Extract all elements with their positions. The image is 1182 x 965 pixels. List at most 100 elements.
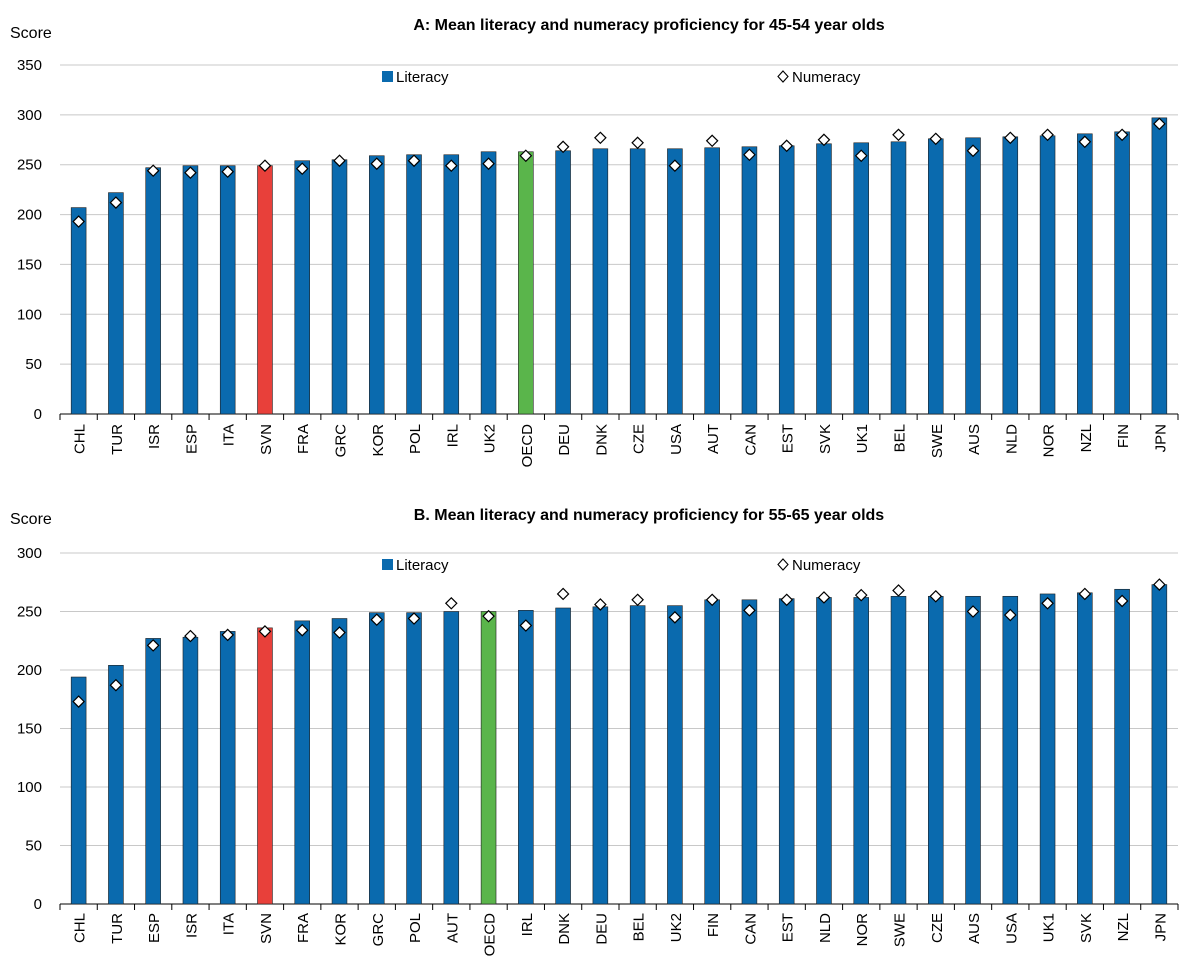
x-tick-label: BEL: [631, 913, 648, 941]
bar-swe: [890, 595, 907, 905]
legend: Literacy Numeracy: [382, 69, 861, 86]
marker-esp: [146, 639, 160, 652]
bar-bel: [890, 141, 907, 415]
marker-svk: [1078, 587, 1092, 601]
marker-uk1: [854, 149, 868, 163]
marker-dnk: [556, 587, 570, 601]
marker-fin: [1115, 128, 1129, 142]
x-tick-label: AUS: [966, 424, 983, 455]
x-tick-label: GRC: [333, 424, 350, 458]
bar-esp: [182, 165, 199, 415]
chart-panel-b: B. Mean literacy and numeracy proficienc…: [10, 507, 1179, 957]
marker-nor: [854, 588, 868, 602]
bar-grc: [369, 612, 385, 905]
bar-bel: [629, 605, 646, 905]
legend-label-numeracy: Numeracy: [792, 557, 861, 574]
x-tick-label: FIN: [1115, 424, 1132, 448]
y-tick-label: 100: [17, 779, 42, 796]
bar-oecd: [518, 151, 534, 415]
legend: Literacy Numeracy: [382, 557, 861, 574]
x-tick-label: DEU: [593, 913, 610, 945]
marker-uk2: [668, 611, 682, 624]
bar-svk: [816, 143, 832, 415]
x-tick-label: OECD: [519, 424, 536, 468]
marker-can: [743, 603, 756, 617]
bar-nzl: [1077, 133, 1093, 415]
marker-oecd: [482, 609, 495, 623]
marker-swe: [929, 132, 943, 146]
x-tick-label: NOR: [1041, 424, 1058, 458]
x-tick-label: ITA: [221, 424, 238, 446]
y-tick-label: 250: [17, 604, 42, 621]
marker-aus: [966, 144, 980, 158]
x-tick-label: ITA: [221, 913, 238, 935]
bar-nld: [1002, 136, 1019, 415]
bar-fra: [294, 160, 310, 415]
bar-isr: [145, 167, 161, 415]
x-tick-label: SVN: [258, 913, 275, 944]
bar-uk1: [853, 142, 869, 415]
bar-irl: [443, 154, 460, 415]
marker-nzl: [1115, 594, 1129, 608]
bar-esp: [145, 638, 161, 905]
bar-est: [778, 145, 795, 415]
x-tick-label: NZL: [1078, 424, 1095, 452]
marker-svk: [817, 133, 831, 147]
bar-nor: [853, 597, 869, 905]
marker-isr: [146, 164, 160, 178]
marker-nld: [817, 591, 831, 604]
marker-jpn: [1153, 117, 1166, 131]
x-tick-label: USA: [1003, 913, 1020, 944]
marker-irl: [444, 159, 458, 173]
x-tick-label: FRA: [295, 913, 312, 943]
bar-jpn: [1151, 117, 1168, 415]
marker-oecd: [519, 149, 533, 163]
x-tick-label: USA: [668, 424, 685, 455]
x-tick-label: CAN: [742, 913, 759, 945]
x-tick-label: CAN: [742, 424, 759, 456]
y-tick-label: 200: [17, 207, 42, 224]
marker-jpn: [1153, 578, 1166, 591]
bar-ita: [219, 631, 236, 905]
marker-tur: [109, 196, 123, 209]
marker-bel: [631, 593, 644, 607]
y-tick-label: 0: [34, 896, 42, 913]
bar-pol: [406, 154, 422, 415]
x-tick-label: TUR: [109, 913, 126, 944]
y-tick-label: 300: [17, 107, 42, 124]
marker-chl: [72, 695, 85, 708]
marker-ita: [221, 165, 235, 179]
bar-cze: [629, 148, 646, 415]
marker-uk1: [1041, 596, 1054, 610]
bar-fin: [1114, 131, 1130, 415]
marker-nzl: [1078, 135, 1092, 149]
x-tick-label: OECD: [482, 913, 499, 957]
bar-pol: [406, 612, 422, 905]
x-tick-label: ESP: [146, 913, 163, 943]
legend-swatch-literacy: [382, 559, 393, 570]
bar-deu: [555, 150, 571, 415]
marker-usa: [1003, 608, 1017, 622]
bar-can: [741, 146, 758, 415]
marker-est: [780, 139, 794, 153]
marker-fin: [705, 593, 719, 607]
x-tick-label: SVK: [817, 424, 834, 454]
bar-tur: [108, 192, 124, 415]
marker-aut: [705, 134, 719, 148]
bar-tur: [108, 665, 124, 905]
x-tick-label: SWE: [892, 913, 909, 947]
marker-grc: [333, 154, 346, 168]
x-tick-label: CHL: [72, 913, 89, 943]
x-tick-label: AUT: [705, 424, 722, 454]
x-tick-label: IRL: [444, 424, 461, 447]
x-tick-label: FIN: [705, 913, 722, 937]
x-tick-label: DNK: [593, 424, 610, 456]
legend-label-literacy: Literacy: [396, 557, 449, 574]
marker-svn: [258, 159, 272, 173]
marker-esp: [184, 166, 197, 180]
legend-swatch-numeracy: [777, 70, 789, 83]
marker-fra: [295, 162, 309, 176]
y-tick-label: 350: [17, 57, 42, 74]
bar-usa: [1002, 595, 1019, 905]
bar-aus: [965, 595, 981, 905]
